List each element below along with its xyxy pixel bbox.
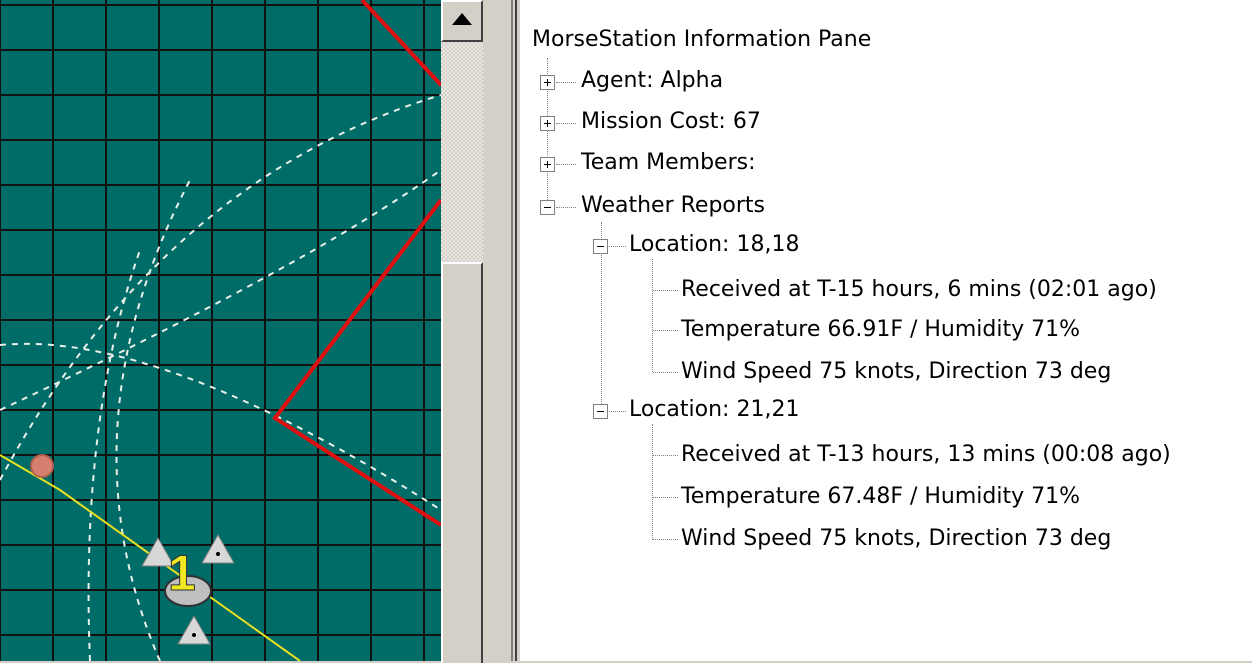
plus-box-icon[interactable] [540,157,555,172]
unit-triangle-icon-left[interactable] [141,536,175,567]
minus-box-icon[interactable] [540,200,555,215]
map-vertical-scrollbar[interactable] [441,0,483,663]
tree-line [652,424,653,540]
range-ring-1 [0,94,441,481]
information-tree-pane[interactable]: MorseStation Information Pane Agent: Alp… [520,0,1252,661]
range-ring-3 [0,169,441,411]
boundary-lines [272,0,441,527]
waypoint-marker[interactable] [30,454,54,478]
tree-line [653,455,678,456]
range-ring-5 [87,249,141,661]
map-canvas[interactable]: 1 [0,0,441,661]
tree-node-agent[interactable]: Agent: Alpha [581,68,724,93]
location-1-temperature[interactable]: Temperature 66.91F / Humidity 71% [681,317,1081,342]
tree-line [653,330,678,331]
map-svg[interactable]: 1 [0,0,441,661]
tree-node-location-1[interactable]: Location: 18,18 [629,232,800,257]
splitter-edge [511,0,517,661]
range-rings [0,94,441,661]
movement-path [0,454,301,661]
minus-box-icon[interactable] [593,404,608,419]
unit-triangle-dot [192,633,196,637]
unit-triangle-icon-right[interactable] [201,533,235,564]
map-grid [0,0,441,661]
unit-shadow-icon [164,575,212,607]
up-arrow-icon [452,13,472,25]
unit-triangle-dot [216,552,220,556]
tree-node-mission-cost[interactable]: Mission Cost: 67 [581,109,761,134]
tree-line [556,207,576,208]
tree-line [609,246,626,247]
tree-line [652,259,653,372]
scrollbar-thumb[interactable] [441,262,483,663]
location-2-wind[interactable]: Wind Speed 75 knots, Direction 73 deg [681,526,1112,551]
boundary-line-wedge [272,198,441,527]
tree-line [547,58,548,208]
tree-line [556,164,576,165]
tree-line [556,82,576,83]
unit-triangle-icon-bottom[interactable] [177,614,211,645]
tree-node-weather-reports[interactable]: Weather Reports [581,193,766,218]
tree-node-location-2[interactable]: Location: 21,21 [629,397,800,422]
tree-line [609,411,626,412]
pane-splitter[interactable] [483,0,517,661]
location-2-received[interactable]: Received at T-13 hours, 13 mins (00:08 a… [681,442,1171,467]
plus-box-icon[interactable] [540,75,555,90]
minus-box-icon[interactable] [593,239,608,254]
unit-group[interactable]: 1 [141,533,235,645]
tree-node-team-members[interactable]: Team Members: [581,150,756,175]
tree-line [601,222,602,410]
scroll-up-button[interactable] [441,0,483,42]
boundary-line-top [360,0,441,87]
location-1-wind[interactable]: Wind Speed 75 knots, Direction 73 deg [681,359,1112,384]
location-1-received[interactable]: Received at T-15 hours, 6 mins (02:01 ag… [681,277,1157,302]
tree-line [556,123,576,124]
range-ring-2 [0,342,441,511]
tree-root-label: MorseStation Information Pane [532,27,872,52]
location-2-temperature[interactable]: Temperature 67.48F / Humidity 71% [681,484,1081,509]
tree-line [653,497,678,498]
plus-box-icon[interactable] [540,116,555,131]
range-ring-4 [115,179,191,661]
tree-line [653,290,678,291]
unit-number-label: 1 [168,545,196,601]
tree-line [653,539,678,540]
tree-line [653,372,678,373]
